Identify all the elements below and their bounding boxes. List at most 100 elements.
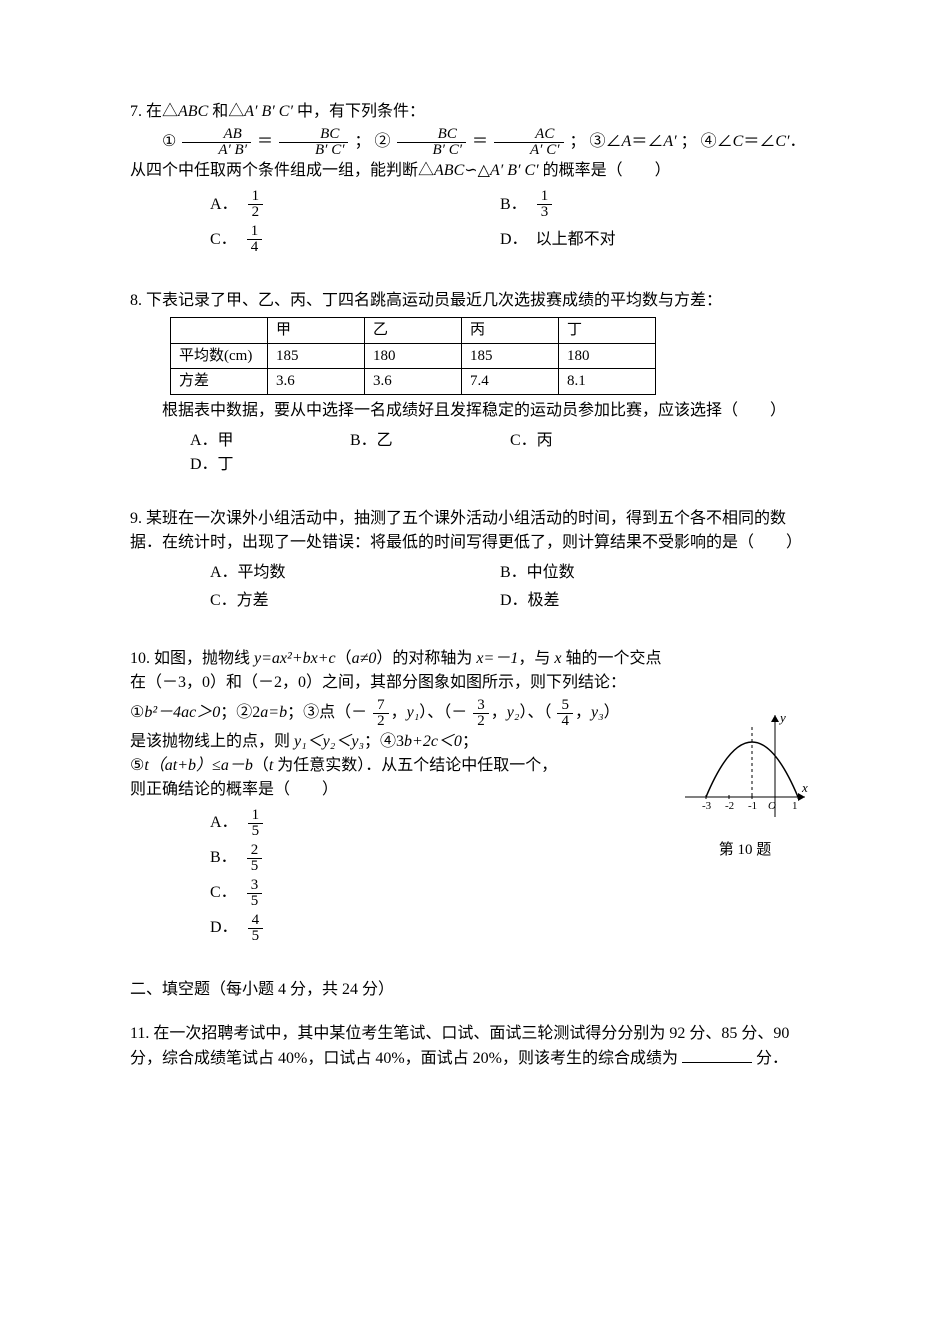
q9-stem: 9. 某班在一次课外小组活动中，抽测了五个课外活动小组活动的时间，得到五个各不相…: [130, 507, 815, 555]
q8-r10: 185: [268, 343, 365, 369]
q10-c5e: t（at+b）≤a－b: [144, 757, 252, 774]
q10-option-c[interactable]: C．35: [210, 878, 490, 909]
q7-a-num: 1: [248, 189, 264, 205]
q8-r21: 3.6: [365, 369, 462, 395]
q7-c-num: 1: [247, 224, 263, 240]
q10-cm1: ，: [391, 704, 407, 721]
q7-s3: ；: [681, 133, 697, 150]
q7-abc2: ABC: [434, 162, 464, 179]
q9-option-d[interactable]: D．极差: [500, 589, 780, 613]
q7-cp: C′: [775, 133, 789, 150]
q7-t3: 中，有下列条件：: [293, 103, 425, 120]
q7-a-label: A．: [210, 193, 238, 217]
svg-text:-3: -3: [702, 800, 712, 812]
q10-l1a: 10. 如图，抛物线: [130, 650, 254, 667]
q7-aprime: A′ B′ C′: [244, 103, 293, 120]
q7-p: ．: [790, 133, 806, 150]
q10-c4e: b+2c＜0: [404, 733, 462, 750]
q8-option-c[interactable]: C．丙: [510, 429, 660, 453]
q7-b-den: 3: [537, 205, 553, 220]
q10-eq: y=ax²+bx+c: [254, 650, 336, 667]
q8-r23: 8.1: [559, 369, 656, 395]
q8-h0: [171, 318, 268, 344]
q8-option-b[interactable]: B．乙: [350, 429, 500, 453]
q10-d-n: 4: [248, 913, 264, 929]
q7-option-a[interactable]: A． 12: [210, 189, 490, 220]
q10-line4: ⑤t（at+b）≤a－b（t 为任意实数）．从五个结论中任取一个，: [130, 754, 665, 778]
q8-option-d[interactable]: D．丁: [190, 453, 340, 477]
svg-text:1: 1: [792, 800, 798, 812]
q8-table: 甲 乙 丙 丁 平均数(cm) 185 180 185 180 方差 3.6 3…: [170, 317, 656, 395]
q10-c-d: 5: [247, 894, 263, 909]
q8-h1: 甲: [268, 318, 365, 344]
q10-c5a: ⑤: [130, 757, 144, 774]
q10-aneq: a≠0: [352, 650, 377, 667]
svg-text:x: x: [801, 780, 808, 795]
q10-c5c: 为任意实数）．从五个结论中任取一个，: [273, 757, 557, 774]
q11-blank[interactable]: [682, 1046, 752, 1063]
q7-c-den: 4: [247, 240, 263, 255]
q10-l3b: ；④3: [364, 733, 404, 750]
question-10: 10. 如图，抛物线 y=ax²+bx+c（a≠0）的对称轴为 x=－1，与 x…: [130, 647, 815, 948]
q7-option-b[interactable]: B．13: [500, 189, 780, 220]
q7-frac3: BCB′ C′: [397, 127, 466, 158]
q10-b-l: B．: [210, 846, 237, 870]
q10-fig-caption: 第 10 题: [675, 839, 815, 862]
q10-c-n: 3: [247, 878, 263, 894]
q7-a-den: 2: [248, 205, 264, 220]
q7-c1: ①: [162, 133, 176, 150]
q11-b: 分．: [756, 1050, 788, 1067]
q9-option-c[interactable]: C．方差: [210, 589, 490, 613]
q10-y2: y₂: [507, 704, 520, 721]
q10-cm2: ，: [491, 704, 507, 721]
q10-f1d: 2: [373, 714, 389, 729]
q9-option-a[interactable]: A．平均数: [210, 561, 490, 585]
q7-s2: ；: [570, 133, 586, 150]
q10-c2e: a=b: [260, 704, 287, 721]
section-2-title: 二、填空题（每小题 4 分，共 24 分）: [130, 978, 815, 1002]
q7-abc: ABC: [178, 103, 208, 120]
q10-xeq: x=－1: [476, 650, 518, 667]
q10-f1n: 7: [373, 698, 389, 714]
q10-a-n: 1: [248, 808, 264, 824]
q7-option-d[interactable]: D．以上都不对: [500, 224, 780, 255]
q7-c4: ④∠: [701, 133, 733, 150]
q10-l1b: （: [336, 650, 352, 667]
q8-stem-b: 根据表中数据，要从中选择一名成绩好且发挥稳定的运动员参加比赛，应该选择（ ）: [130, 399, 815, 423]
q7-t2: 和△: [208, 103, 244, 120]
q8-h2: 乙: [365, 318, 462, 344]
question-8: 8. 下表记录了甲、乙、丙、丁四名跳高运动员最近几次选拔赛成绩的平均数与方差： …: [130, 289, 815, 477]
q8-stem-a: 8. 下表记录了甲、乙、丙、丁四名跳高运动员最近几次选拔赛成绩的平均数与方差：: [130, 289, 815, 313]
q10-line1: 10. 如图，抛物线 y=ax²+bx+c（a≠0）的对称轴为 x=－1，与 x…: [130, 647, 665, 695]
q10-f2n: 3: [473, 698, 489, 714]
q10-c3e: ）: [604, 704, 620, 721]
q10-c5b: （: [253, 757, 269, 774]
svg-text:O: O: [768, 800, 776, 812]
q8-r22: 7.4: [462, 369, 559, 395]
q10-ps1: ）、（－: [419, 704, 467, 721]
q10-d-l: D．: [210, 916, 238, 940]
q10-option-a[interactable]: A．15: [210, 808, 490, 839]
table-row: 甲 乙 丙 丁: [171, 318, 656, 344]
q10-option-d[interactable]: D．45: [210, 913, 490, 944]
table-row: 平均数(cm) 185 180 185 180: [171, 343, 656, 369]
question-7: 7. 在△ABC 和△A′ B′ C′ 中，有下列条件： ① ABA′ B′ ＝…: [130, 100, 815, 259]
q7-frac4: ACA′ C′: [494, 127, 563, 158]
q10-f3d: 4: [557, 714, 573, 729]
q10-l1c: ）的对称轴为: [376, 650, 476, 667]
q8-option-a[interactable]: A．甲: [190, 429, 340, 453]
q7-l2a: 从四个中任取两个条件组成一组，能判断△: [130, 162, 434, 179]
q7-eq1: ＝∠: [631, 133, 663, 150]
q9-option-b[interactable]: B．中位数: [500, 561, 780, 585]
table-row: 方差 3.6 3.6 7.4 8.1: [171, 369, 656, 395]
q7-sim: ∽△: [464, 162, 490, 179]
q10-ord: y₁＜y₂＜y₃: [294, 733, 364, 750]
q10-option-b[interactable]: B．25: [210, 843, 490, 874]
q10-l1d: ，与: [518, 650, 554, 667]
q8-r13: 180: [559, 343, 656, 369]
q7-d-text: 以上都不对: [536, 228, 616, 252]
q7-l2b: 的概率是（ ）: [539, 162, 671, 179]
q10-line2: ①b²－4ac＞0；②2a=b；③点（－ 72，y₁）、（－ 32，y₂）、（ …: [130, 695, 665, 730]
q7-option-c[interactable]: C．14: [210, 224, 490, 255]
q8-h3: 丙: [462, 318, 559, 344]
